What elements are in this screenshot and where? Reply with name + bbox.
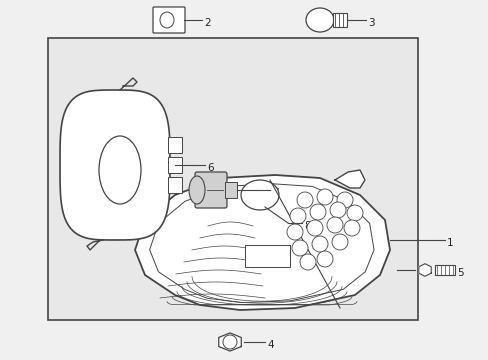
Text: 4: 4: [266, 340, 273, 350]
Circle shape: [329, 202, 346, 218]
Bar: [434, 265, 454, 275]
Circle shape: [316, 189, 332, 205]
Bar: [224, 182, 237, 198]
Bar: [168, 177, 182, 193]
Circle shape: [306, 220, 323, 236]
Ellipse shape: [305, 8, 333, 32]
Circle shape: [326, 217, 342, 233]
Text: 3: 3: [367, 18, 374, 28]
Circle shape: [316, 251, 332, 267]
Circle shape: [311, 236, 327, 252]
Bar: [332, 13, 346, 27]
Circle shape: [309, 204, 325, 220]
Ellipse shape: [189, 176, 204, 204]
Ellipse shape: [241, 180, 279, 210]
Polygon shape: [334, 170, 364, 188]
Circle shape: [343, 220, 359, 236]
Circle shape: [291, 240, 307, 256]
Circle shape: [336, 192, 352, 208]
Circle shape: [286, 224, 303, 240]
Polygon shape: [218, 333, 241, 351]
Bar: [48, 38, 417, 320]
Text: 2: 2: [203, 18, 210, 28]
Bar: [244, 245, 289, 267]
FancyBboxPatch shape: [195, 172, 226, 208]
Circle shape: [296, 192, 312, 208]
Text: 6: 6: [206, 163, 213, 173]
Polygon shape: [418, 264, 430, 276]
Circle shape: [346, 205, 362, 221]
FancyBboxPatch shape: [153, 7, 184, 33]
Polygon shape: [135, 175, 389, 310]
Circle shape: [289, 208, 305, 224]
Circle shape: [331, 234, 347, 250]
Text: 8: 8: [304, 221, 310, 231]
Polygon shape: [60, 90, 170, 240]
Text: 5: 5: [456, 268, 463, 278]
Bar: [168, 157, 182, 173]
Text: 1: 1: [446, 238, 453, 248]
Text: 7: 7: [271, 188, 278, 198]
Bar: [168, 137, 182, 153]
Circle shape: [299, 254, 315, 270]
